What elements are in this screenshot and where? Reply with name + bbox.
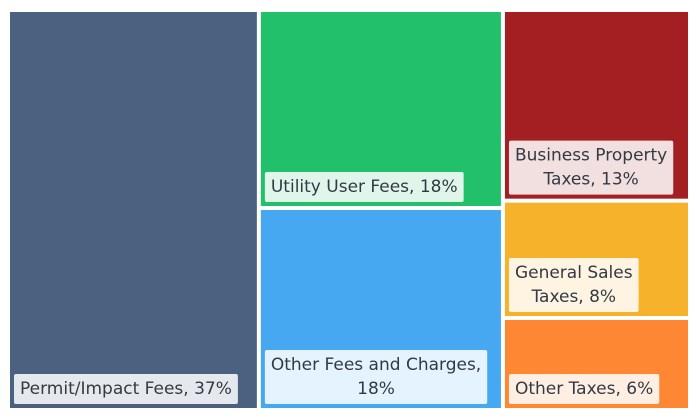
- tile-label-background: [508, 258, 639, 312]
- tile-label-group: General Sales Taxes, 8%: [508, 258, 639, 312]
- tile-label-group: Other Taxes, 6%: [508, 374, 660, 404]
- tile-label: Permit/Impact Fees, 37%: [20, 379, 232, 399]
- tile-label: Other Fees and Charges, 18%: [271, 355, 481, 399]
- tile-label-background: [508, 140, 674, 195]
- treemap-tile: [10, 12, 257, 408]
- tile-label-background: [264, 350, 488, 404]
- tile-label: General Sales Taxes, 8%: [515, 263, 633, 307]
- treemap-labels: Permit/Impact Fees, 37% Utility User Fees…: [14, 140, 674, 404]
- tile-label-group: Other Fees and Charges, 18%: [264, 350, 488, 404]
- tile-label: Other Taxes, 6%: [515, 379, 653, 399]
- tile-label: Utility User Fees, 18%: [271, 177, 458, 197]
- treemap-tiles: [10, 12, 688, 408]
- tile-label-group: Permit/Impact Fees, 37%: [14, 374, 238, 404]
- tile-label: Business Property Taxes, 13%: [515, 146, 667, 190]
- tile-label-background: [264, 172, 464, 202]
- tile-label-group: Utility User Fees, 18%: [264, 172, 464, 202]
- tile-label-group: Business Property Taxes, 13%: [508, 140, 674, 195]
- tile-label-background: [14, 374, 238, 404]
- tile-label-background: [508, 374, 660, 404]
